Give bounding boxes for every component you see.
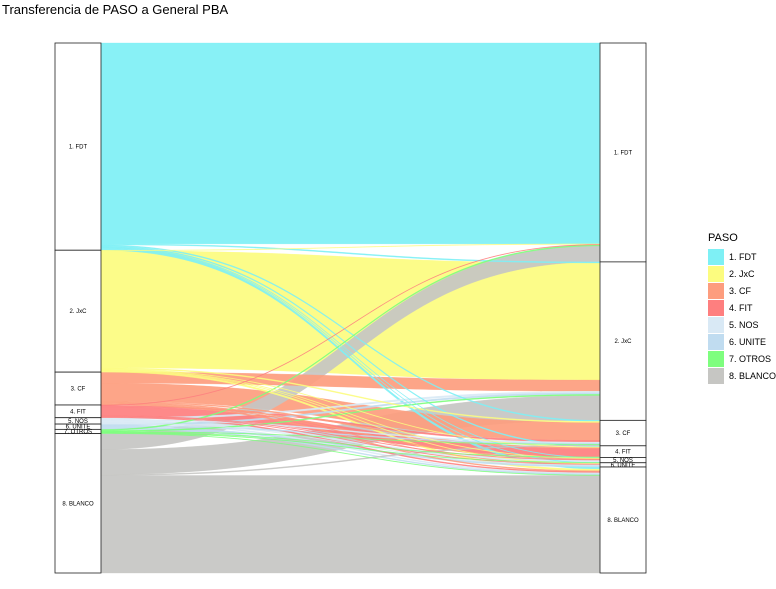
legend: PASO 1. FDT 2. JxC 3. CF 4. FIT 5. NOS 6. UNI… <box>708 232 776 384</box>
legend-item-4: 4. FIT <box>708 299 776 316</box>
legend-label-2: 2. JxC <box>729 268 755 279</box>
paso-stratum-label-3: 3. CF <box>71 387 86 393</box>
general-stratum-8 <box>599 466 647 574</box>
legend-swatch-8 <box>708 367 724 384</box>
legend-swatch-6 <box>708 333 724 350</box>
legend-label-5: 5. NOS <box>729 319 759 330</box>
paso-stratum-label-5: 5. NOS <box>68 419 88 425</box>
paso-stratum-2 <box>54 249 102 373</box>
paso-stratum-3 <box>54 371 102 406</box>
flows-layer <box>100 42 601 574</box>
general-stratum-label-8: 8. BLANCO <box>607 518 639 524</box>
chart-title: Transferencia de PASO a General PBA <box>2 2 229 17</box>
legend-label-1: 1. FDT <box>729 251 757 262</box>
general-stratum-3 <box>599 419 647 447</box>
legend-swatch-4 <box>708 299 724 316</box>
legend-item-7: 7. OTROS <box>708 350 776 367</box>
general-stratum-label-6: 6. UNITE <box>611 463 636 469</box>
legend-item-2: 2. JxC <box>708 265 776 282</box>
legend-swatch-1 <box>708 248 724 265</box>
paso-stratum-1 <box>54 42 102 251</box>
legend-label-6: 6. UNITE <box>729 336 767 347</box>
flow-1-1 <box>100 250 601 381</box>
paso-stratum-label-1: 1. FDT <box>69 145 88 151</box>
legend-swatch-7 <box>708 350 724 367</box>
general-stratum-label-2: 2. JxC <box>614 339 632 345</box>
flow-7-7 <box>100 475 601 574</box>
legend-title: PASO <box>708 232 738 244</box>
flow-0-0 <box>100 42 601 245</box>
legend-item-5: 5. NOS <box>708 316 776 333</box>
general-stratum-label-4: 4. FIT <box>615 450 631 456</box>
paso-stratum-label-6: 6. UNITE <box>66 425 91 431</box>
legend-swatch-5 <box>708 316 724 333</box>
legend-label-7: 7. OTROS <box>729 353 772 364</box>
general-stratum-2 <box>599 261 647 421</box>
legend-item-1: 1. FDT <box>708 248 776 265</box>
legend-item-8: 8. BLANCO <box>708 367 776 384</box>
paso-stratum-8 <box>54 433 102 574</box>
paso-stratum-label-4: 4. FIT <box>70 409 86 415</box>
general-stratum-1 <box>599 42 647 263</box>
legend-swatch-3 <box>708 282 724 299</box>
paso-stratum-label-2: 2. JxC <box>69 309 87 315</box>
legend-label-3: 3. CF <box>729 285 752 296</box>
general-stratum-label-3: 3. CF <box>616 431 631 437</box>
legend-items: 1. FDT 2. JxC 3. CF 4. FIT 5. NOS 6. UNITE 7. … <box>708 248 776 384</box>
paso-stratum-label-7: 7. OTROS <box>64 429 92 435</box>
legend-label-8: 8. BLANCO <box>729 370 776 381</box>
legend-item-3: 3. CF <box>708 282 776 299</box>
paso-stratum-label-8: 8. BLANCO <box>62 501 94 507</box>
legend-label-4: 4. FIT <box>729 302 753 313</box>
general-stratum-label-1: 1. FDT <box>614 150 633 156</box>
legend-item-6: 6. UNITE <box>708 333 776 350</box>
legend-swatch-2 <box>708 265 724 282</box>
general-stratum-label-5: 5. NOS <box>613 458 633 464</box>
